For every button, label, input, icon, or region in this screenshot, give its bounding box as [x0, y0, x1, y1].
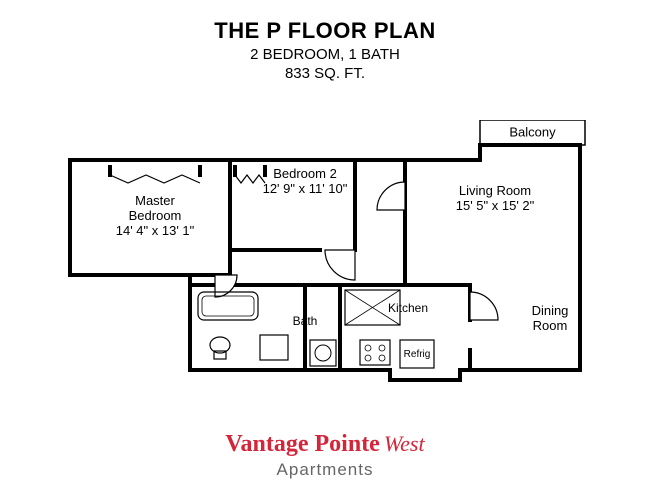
svg-text:Kitchen: Kitchen	[388, 301, 428, 315]
sqft: 833 SQ. FT.	[0, 65, 650, 82]
svg-text:Bedroom: Bedroom	[129, 208, 182, 223]
floor-plan-svg: Balcony Refrig MasterBedroom14' 4" x 13' 1…	[60, 120, 590, 400]
svg-text:Dining: Dining	[532, 303, 569, 318]
svg-text:Living Room: Living Room	[459, 183, 531, 198]
svg-text:14' 4" x 13' 1": 14' 4" x 13' 1"	[116, 223, 195, 238]
svg-text:Refrig: Refrig	[404, 349, 431, 360]
svg-text:Bath: Bath	[293, 314, 318, 328]
svg-text:Master: Master	[135, 193, 175, 208]
floor-plan: Balcony Refrig MasterBedroom14' 4" x 13' 1…	[60, 120, 590, 400]
svg-text:15' 5" x 15' 2": 15' 5" x 15' 2"	[456, 198, 535, 213]
brand-name: Vantage Pointe	[225, 431, 379, 457]
brand-tagline: Apartments	[0, 460, 650, 480]
svg-text:Bedroom 2: Bedroom 2	[273, 166, 337, 181]
page-title: THE P FLOOR PLAN	[0, 18, 650, 44]
brand-west: West	[384, 431, 425, 456]
subtitle: 2 BEDROOM, 1 BATH	[0, 46, 650, 63]
svg-text:12' 9" x 11' 10": 12' 9" x 11' 10"	[263, 181, 348, 196]
brand-block: Vantage PointeWest Apartments	[0, 431, 650, 480]
svg-text:Balcony: Balcony	[509, 125, 556, 140]
svg-text:Room: Room	[533, 318, 568, 333]
header: THE P FLOOR PLAN 2 BEDROOM, 1 BATH 833 S…	[0, 0, 650, 82]
